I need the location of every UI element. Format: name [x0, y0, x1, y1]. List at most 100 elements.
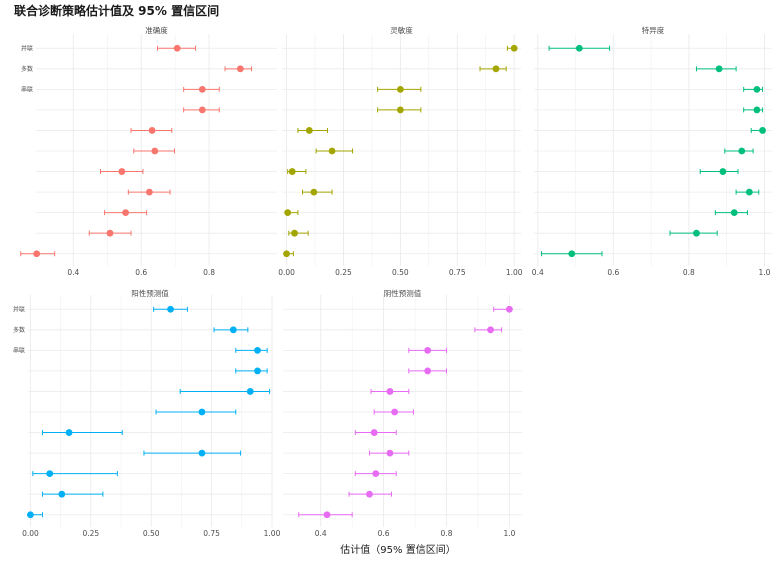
estimate-point	[88, 229, 132, 237]
estimate-dot	[424, 367, 432, 375]
estimate-dot	[506, 305, 513, 313]
x-tick-label: 0.25	[82, 529, 99, 538]
estimate-point	[41, 429, 123, 436]
estimate-point	[735, 188, 760, 196]
estimate-dot	[305, 127, 313, 134]
panel-3: 特异度 0.4 0.6 0.8 1.0	[532, 25, 772, 277]
estimate-point	[377, 106, 422, 114]
estimate-point	[370, 388, 410, 395]
x-tick-label: 0.6	[607, 268, 619, 277]
estimate-point	[130, 127, 173, 134]
x-tick-label: 1.0	[758, 268, 770, 277]
estimate-dot	[46, 470, 54, 478]
x-tick-label: 0.6	[135, 268, 147, 277]
estimate-point	[743, 106, 764, 114]
estimate-dot	[27, 511, 34, 519]
estimate-point	[297, 127, 329, 134]
estimate-dot	[372, 470, 380, 478]
estimate-dot	[759, 127, 766, 134]
estimate-point	[493, 305, 513, 313]
estimate-dot	[283, 250, 290, 258]
estimate-dot	[386, 449, 394, 457]
estimate-point	[20, 250, 56, 258]
estimate-point	[548, 44, 611, 52]
panel-2: 灵敏度 0.00 0.25 0.50 0.75 1.00	[278, 25, 523, 277]
estimate-dot	[229, 326, 237, 334]
estimate-point	[104, 209, 148, 217]
estimate-point	[183, 85, 220, 93]
estimate-dot	[396, 85, 404, 93]
x-tick-label: 0.75	[203, 529, 220, 538]
estimate-point	[213, 326, 249, 334]
x-tick-label: 0.8	[683, 268, 695, 277]
estimate-point	[27, 511, 43, 519]
estimate-point	[133, 147, 175, 155]
estimate-point	[153, 305, 188, 313]
estimate-dot	[151, 147, 159, 155]
estimate-dot	[167, 305, 174, 313]
y-tick-label: 串联	[21, 85, 33, 93]
x-tick-label: 0.8	[203, 268, 215, 277]
estimate-point	[743, 85, 764, 93]
estimate-point	[479, 65, 507, 73]
estimate-point	[127, 188, 171, 196]
estimate-dot	[487, 326, 494, 334]
panel-title: 阳性预测值	[131, 288, 169, 298]
estimate-dot	[492, 65, 500, 73]
estimate-dot	[291, 229, 298, 237]
estimate-dot	[236, 65, 244, 73]
x-tick-label: 0.25	[335, 268, 352, 277]
estimate-point	[699, 168, 739, 175]
x-tick-label: 0.00	[22, 529, 39, 538]
panel-5: 阴性预测值 0.4 0.6 0.8 1.0	[283, 288, 522, 538]
estimate-dot	[693, 229, 700, 237]
estimate-point	[298, 511, 353, 519]
estimate-dot	[575, 44, 583, 52]
estimate-dot	[118, 168, 126, 175]
estimate-point	[354, 470, 397, 478]
estimate-dot	[254, 346, 261, 354]
estimate-dot	[730, 209, 738, 217]
x-axis-title: 估计值（95% 置信区间）	[340, 543, 455, 556]
estimate-point	[506, 44, 518, 52]
estimate-dot	[106, 229, 114, 237]
estimate-point	[183, 106, 220, 114]
estimate-dot	[568, 250, 576, 258]
x-tick-label: 0.4	[532, 268, 544, 277]
panel-title: 阴性预测值	[384, 288, 422, 298]
estimate-dot	[33, 250, 41, 258]
estimate-dot	[328, 147, 336, 155]
estimate-dot	[396, 106, 404, 114]
estimate-dot	[386, 388, 394, 395]
estimate-dot	[715, 65, 723, 73]
x-tick-label: 0.4	[315, 529, 327, 538]
estimate-dot	[246, 388, 254, 395]
estimate-point	[695, 65, 737, 73]
x-tick-label: 0.8	[441, 529, 453, 538]
x-tick-label: 0.00	[278, 268, 295, 277]
estimate-dot	[391, 408, 399, 416]
estimate-dot	[254, 367, 261, 375]
estimate-point	[750, 127, 766, 134]
estimate-point	[669, 229, 718, 237]
estimate-point	[143, 449, 242, 457]
estimate-dot	[510, 44, 518, 52]
estimate-dot	[198, 449, 206, 457]
x-tick-label: 0.6	[378, 529, 390, 538]
estimate-dot	[370, 429, 378, 436]
estimate-dot	[753, 106, 761, 114]
estimate-point	[315, 147, 354, 155]
estimate-dot	[198, 408, 206, 416]
estimate-point	[283, 250, 294, 258]
estimate-dot	[198, 106, 206, 114]
estimate-point	[41, 490, 104, 498]
estimate-point	[724, 147, 754, 155]
estimate-dot	[719, 168, 727, 175]
y-tick-label: 多数	[21, 65, 33, 73]
estimate-point	[714, 209, 748, 217]
y-tick-label: 并联	[21, 44, 33, 52]
estimate-point	[373, 408, 415, 416]
